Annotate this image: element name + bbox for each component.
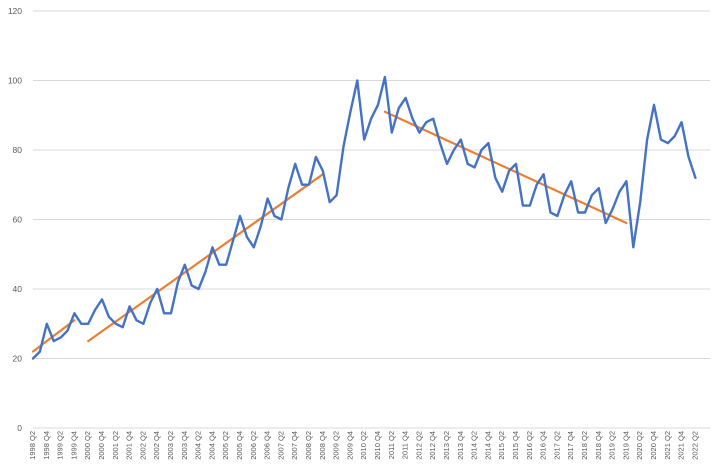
x-tick-label: 2018 Q4 (594, 431, 603, 460)
y-axis-ticks: 0 20 40 60 80 100 120 (8, 6, 22, 433)
x-tick-label: 2014 Q4 (483, 431, 492, 460)
x-tick-label: 2017 Q2 (552, 431, 561, 460)
x-tick-label: 2019 Q4 (621, 431, 630, 460)
x-tick-label: 2009 Q2 (332, 431, 341, 460)
x-tick-label: 2002 Q2 (138, 431, 147, 460)
y-tick-label: 20 (13, 354, 23, 364)
x-tick-label: 2015 Q2 (497, 431, 506, 460)
x-tick-label: 2018 Q2 (580, 431, 589, 460)
x-tick-label: 2008 Q2 (304, 431, 313, 460)
x-tick-label: 2020 Q2 (635, 431, 644, 460)
x-tick-label: 2007 Q4 (290, 431, 299, 460)
x-tick-label: 1999 Q2 (56, 431, 65, 460)
x-tick-label: 2016 Q4 (539, 431, 548, 460)
x-tick-label: 2006 Q4 (263, 431, 272, 460)
x-tick-label: 2008 Q4 (318, 431, 327, 460)
x-tick-label: 2001 Q2 (111, 431, 120, 460)
x-tick-label: 2006 Q2 (249, 431, 258, 460)
x-tick-label: 2012 Q2 (414, 431, 423, 460)
x-tick-label: 2010 Q4 (373, 431, 382, 460)
x-tick-label: 2017 Q4 (566, 431, 575, 460)
x-tick-label: 1998 Q4 (42, 431, 51, 460)
x-tick-label: 2014 Q2 (470, 431, 479, 460)
trendline-1 (31, 319, 76, 353)
y-tick-label: 40 (13, 284, 23, 294)
x-tick-label: 2013 Q4 (456, 431, 465, 460)
y-tick-label: 80 (13, 145, 23, 155)
x-tick-label: 2011 Q2 (387, 431, 396, 459)
x-axis-ticks: 1998 Q2 1998 Q4 1999 Q2 1999 Q4 2000 Q2 2000 … (28, 431, 699, 460)
y-tick-label: 120 (8, 6, 22, 16)
x-tick-label: 2002 Q4 (152, 431, 161, 460)
x-tick-label: 2007 Q2 (276, 431, 285, 460)
x-tick-label: 2000 Q2 (83, 431, 92, 460)
series-layer (31, 75, 697, 360)
x-tick-label: 2004 Q4 (207, 431, 216, 460)
x-tick-label: 2013 Q2 (442, 431, 451, 460)
x-tick-label: 2015 Q4 (511, 431, 520, 460)
x-tick-label: 2005 Q4 (235, 431, 244, 460)
gridlines (33, 10, 710, 429)
x-tick-label: 2009 Q4 (345, 431, 354, 460)
x-tick-label: 2022 Q2 (690, 431, 699, 460)
x-tick-label: 2019 Q2 (608, 431, 617, 460)
x-tick-label: 1998 Q2 (28, 431, 37, 460)
trendline-2 (87, 173, 324, 343)
x-tick-label: 2005 Q2 (221, 431, 230, 460)
y-tick-label: 100 (8, 76, 22, 86)
x-tick-label: 2003 Q4 (180, 431, 189, 460)
x-tick-label: 2021 Q4 (677, 431, 686, 460)
x-tick-label: 2020 Q4 (649, 431, 658, 460)
x-tick-label: 2021 Q2 (663, 431, 672, 460)
x-tick-label: 2010 Q2 (359, 431, 368, 460)
series-line-1 (31, 75, 697, 360)
x-tick-label: 2012 Q4 (428, 431, 437, 460)
x-tick-label: 2003 Q2 (166, 431, 175, 460)
x-tick-label: 2016 Q2 (525, 431, 534, 460)
y-tick-label: 0 (17, 423, 22, 433)
trendlines (31, 110, 628, 353)
trendline-3 (383, 110, 628, 225)
x-tick-label: 1999 Q4 (69, 431, 78, 460)
x-tick-label: 2000 Q4 (97, 431, 106, 460)
y-tick-label: 60 (13, 215, 23, 225)
x-tick-label: 2011 Q4 (401, 431, 410, 459)
x-tick-label: 2004 Q2 (194, 431, 203, 460)
x-tick-label: 2001 Q4 (125, 431, 134, 460)
